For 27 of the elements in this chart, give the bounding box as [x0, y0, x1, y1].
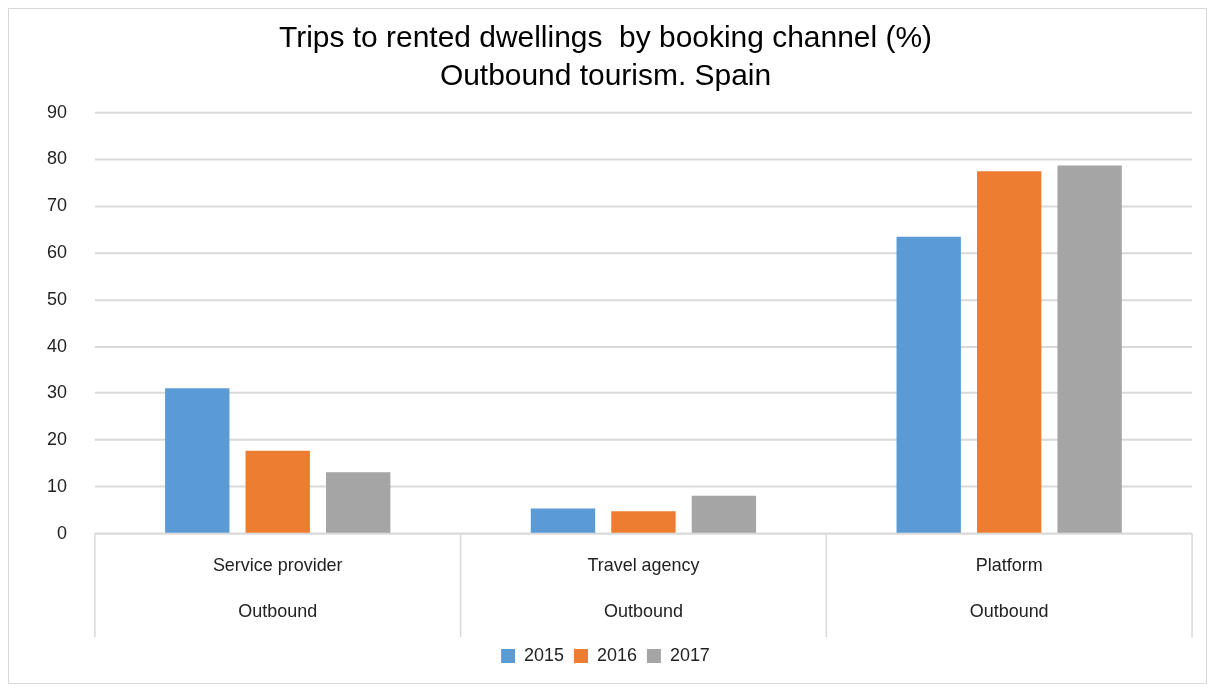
y-tick-label: 80 — [46, 148, 67, 169]
y-tick-label: 10 — [46, 475, 67, 496]
bar — [326, 472, 391, 533]
y-tick-label: 60 — [46, 241, 67, 262]
legend-label: 2016 — [597, 645, 637, 666]
y-tick-label: 0 — [56, 522, 67, 543]
bar — [896, 236, 961, 533]
bar — [165, 388, 230, 533]
y-tick-label: 90 — [46, 101, 67, 122]
category-label: Travel agency Outbound — [587, 555, 700, 622]
bar — [1057, 165, 1122, 533]
legend-label: 2015 — [524, 645, 565, 666]
y-tick-label: 30 — [46, 382, 67, 403]
y-tick-label: 20 — [46, 429, 67, 450]
category-label: Platform Outbound — [969, 555, 1049, 622]
chart-title: Trips to rented dwellings by booking channel (%) — [279, 20, 932, 54]
chart-subtitle: Outbound tourism. Spain — [439, 58, 772, 92]
y-tick-label: 40 — [46, 335, 67, 356]
bar — [691, 495, 757, 533]
bar — [245, 450, 310, 533]
y-tick-label: 70 — [46, 195, 67, 216]
bar — [976, 171, 1042, 533]
y-tick-label: 50 — [46, 288, 67, 309]
bar — [530, 508, 596, 533]
bar — [611, 511, 676, 533]
category-label: Service provider Outbound — [212, 555, 343, 622]
legend-label: 2017 — [669, 645, 710, 666]
